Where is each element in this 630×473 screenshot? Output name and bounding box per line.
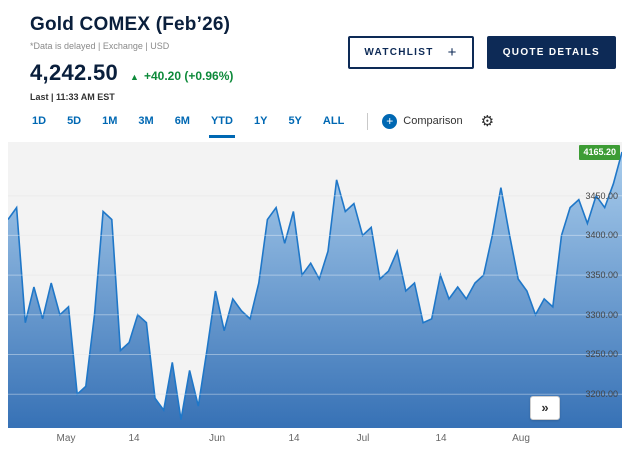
x-axis-label: 14 xyxy=(288,433,300,444)
tab-5y[interactable]: 5Y xyxy=(288,115,302,127)
tab-1d[interactable]: 1D xyxy=(32,115,47,127)
price-change: +40.20 (+0.96%) xyxy=(143,69,234,83)
price-chart[interactable]: 3450.00 3400.00 3350.00 3300.00 3250.00 … xyxy=(8,142,622,428)
tab-1m[interactable]: 1M xyxy=(102,115,118,127)
quote-details-button[interactable]: QUOTE DETAILS xyxy=(486,36,616,69)
tab-ytd[interactable]: YTD xyxy=(208,104,235,138)
comparison-label: Comparison xyxy=(403,115,463,127)
tab-5d[interactable]: 5D xyxy=(67,115,82,127)
tab-all[interactable]: ALL xyxy=(322,115,345,127)
watchlist-label: WATCHLIST xyxy=(364,47,434,58)
chart-range-tabbar: 1D 5D 1M 3M 6M YTD 1Y 5Y ALL + Compariso… xyxy=(0,102,630,140)
x-axis-label: Aug xyxy=(512,433,530,444)
x-axis: May 14 Jun 14 Jul 14 Aug xyxy=(8,428,622,448)
divider xyxy=(367,112,369,130)
add-comparison-icon: + xyxy=(382,113,398,129)
price-row: 4,242.50 ▲ +40.20 (+0.96%) xyxy=(30,60,233,86)
expand-chart-button[interactable]: » xyxy=(530,396,560,420)
watchlist-button[interactable]: WATCHLIST + xyxy=(348,36,474,69)
settings-gear-icon[interactable]: ⚙ xyxy=(480,112,495,130)
change-up-arrow-icon: ▲ xyxy=(130,72,139,82)
quote-header: Gold COMEX (Feb’26) *Data is delayed | E… xyxy=(0,0,630,102)
page-title: Gold COMEX (Feb’26) xyxy=(30,14,231,35)
area-chart-canvas xyxy=(8,142,622,428)
x-axis-label: May xyxy=(56,433,76,444)
tab-3m[interactable]: 3M xyxy=(138,115,154,127)
x-axis-label: 14 xyxy=(435,433,447,444)
plus-icon: + xyxy=(447,43,458,61)
last-trade-time: Last | 11:33 AM EST xyxy=(30,92,115,102)
comparison-button[interactable]: + Comparison xyxy=(382,113,463,129)
last-price: 4,242.50 xyxy=(30,60,119,85)
x-axis-label: Jul xyxy=(356,433,370,444)
tab-1y[interactable]: 1Y xyxy=(253,115,268,127)
tab-6m[interactable]: 6M xyxy=(174,115,190,127)
x-axis-label: Jun xyxy=(208,433,226,444)
header-actions: WATCHLIST + QUOTE DETAILS xyxy=(348,36,616,102)
quote-summary: Gold COMEX (Feb’26) *Data is delayed | E… xyxy=(30,14,233,102)
data-delayed-note: *Data is delayed | Exchange | USD xyxy=(30,41,170,51)
x-axis-label: 14 xyxy=(128,433,140,444)
